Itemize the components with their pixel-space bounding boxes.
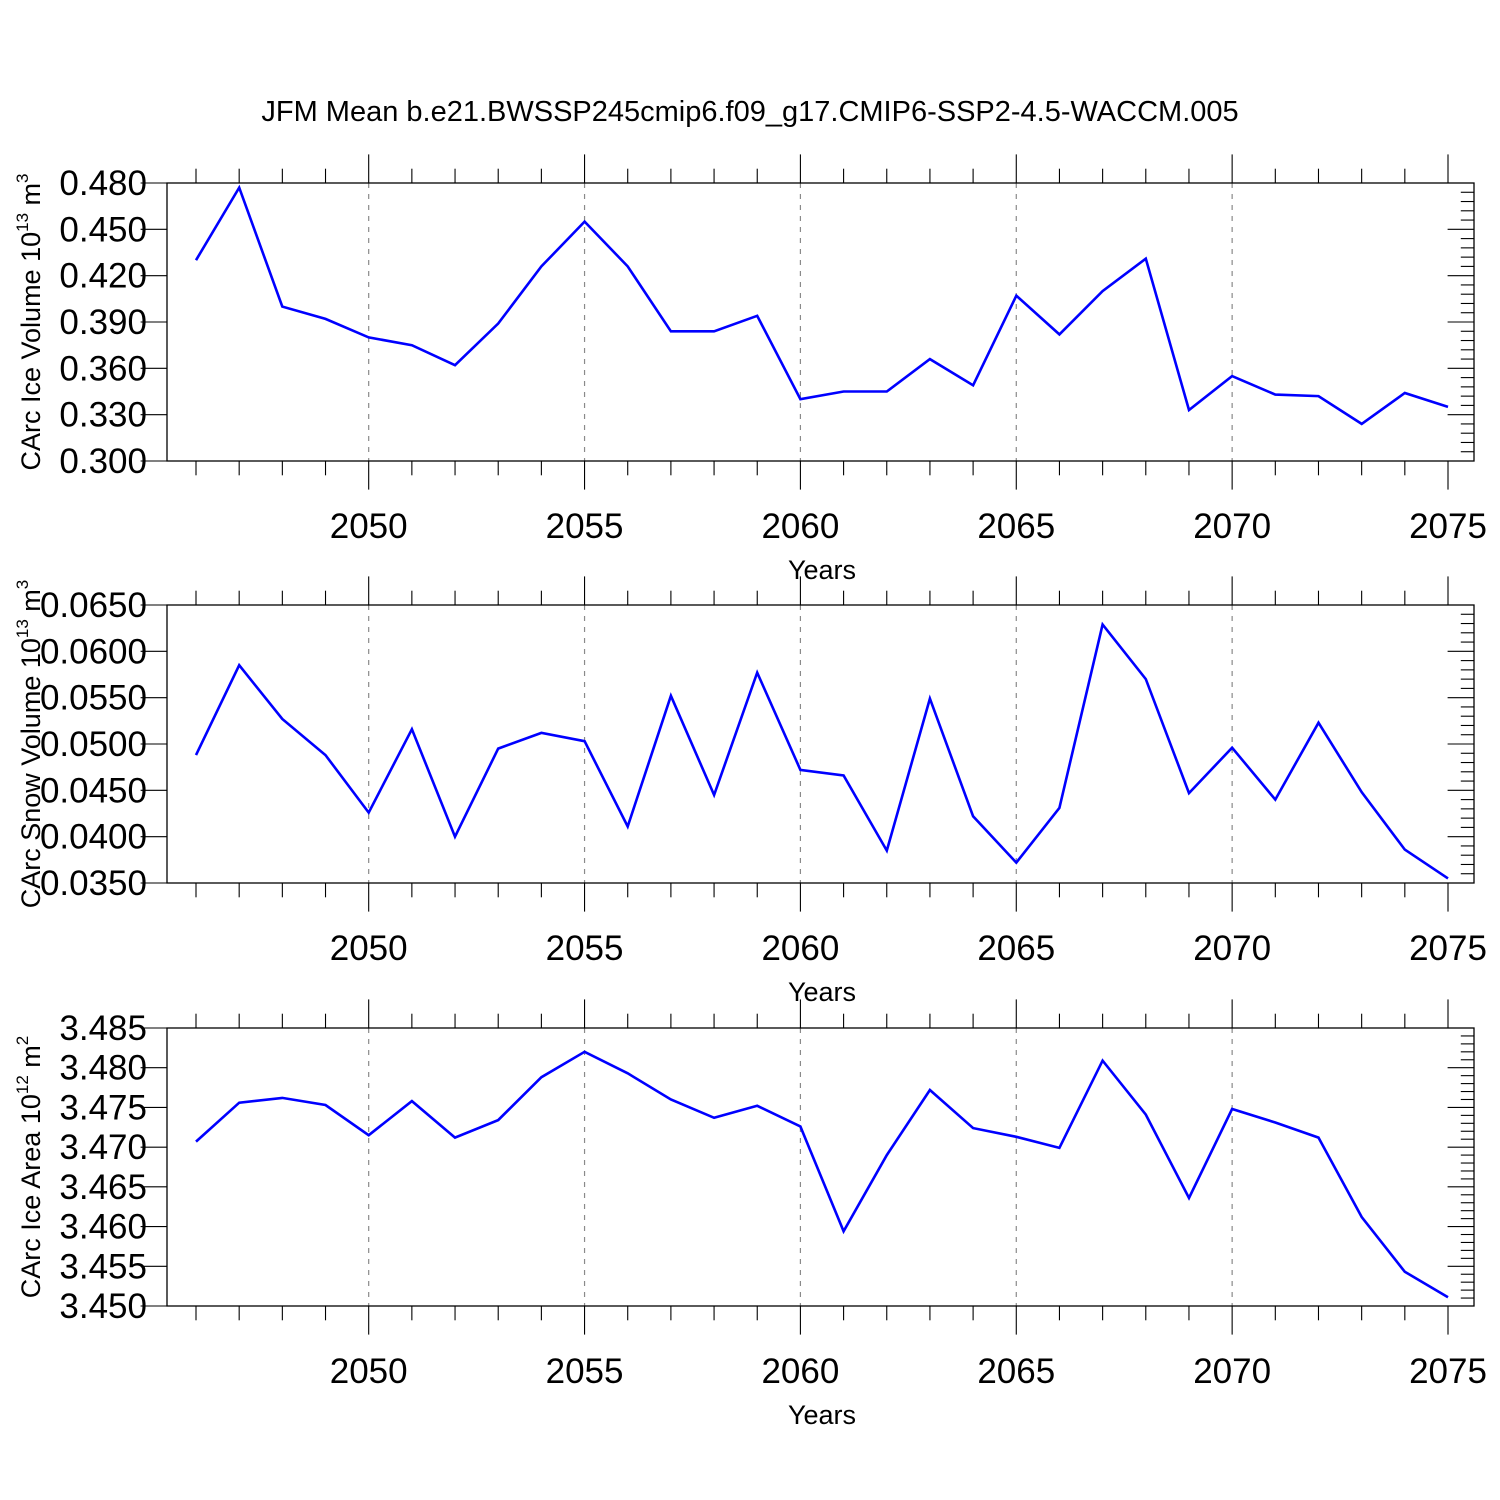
x-tick-label: 2065 <box>977 929 1055 968</box>
y-axis-title: CArc Snow Volume 1013 m3 <box>13 580 46 909</box>
y-tick-label: 0.420 <box>59 257 147 296</box>
y-tick-label: 0.480 <box>59 164 147 203</box>
x-tick-label: 2055 <box>546 929 624 968</box>
y-tick-label: 3.475 <box>59 1088 147 1127</box>
figure-title: JFM Mean b.e21.BWSSP245cmip6.f09_g17.CMI… <box>261 96 1238 128</box>
x-tick-label: 2075 <box>1409 1352 1487 1391</box>
x-axis-title: Years <box>788 1400 856 1430</box>
x-axis-title: Years <box>788 555 856 585</box>
x-tick-label: 2055 <box>546 1352 624 1391</box>
ice-volume-panel: 0.300 0.330 0.360 0.390 0.420 0.450 0.480 2050 2… <box>13 154 1487 585</box>
plot-frame <box>166 182 1475 462</box>
x-tick-label: 2070 <box>1193 929 1271 968</box>
ice-area-panel: 3.4503.4553.4603.4653.4703.4753.4803.485… <box>13 999 1487 1430</box>
x-tick-label: 2060 <box>761 929 839 968</box>
y-axis-title: CArc Ice Area 1012 m2 <box>13 1036 46 1299</box>
y-tick-label: 3.470 <box>59 1128 147 1167</box>
ice-area-series-line <box>195 1050 1449 1299</box>
snow-volume-series-line <box>194 621 1449 880</box>
snow-volume-panel: 0.0350 0.0400 0.0450 0.0500 0.0550 0.0600 0.06… <box>13 576 1487 1007</box>
y-tick-label: 0.0600 <box>40 632 147 671</box>
y-tick-label: 3.485 <box>59 1009 147 1048</box>
x-tick-label: 2050 <box>330 1352 408 1391</box>
y-tick-label: 0.390 <box>59 303 147 342</box>
y-tick-label: 3.460 <box>59 1208 147 1247</box>
x-tick-label: 2050 <box>330 929 408 968</box>
y-tick-label: 0.330 <box>59 396 147 435</box>
x-tick-label: 2070 <box>1193 507 1271 546</box>
x-tick-label: 2050 <box>330 507 408 546</box>
y-tick-label: 3.450 <box>59 1287 147 1326</box>
x-tick-label: 2055 <box>546 507 624 546</box>
y-tick-label: 3.455 <box>59 1247 147 1286</box>
y-tick-label: 3.480 <box>59 1049 147 1088</box>
plot-frame <box>166 1027 1475 1307</box>
y-tick-label: 0.0400 <box>40 818 147 857</box>
y-tick-label: 0.360 <box>59 349 147 388</box>
x-tick-label: 2075 <box>1409 929 1487 968</box>
y-axis-title: CArc Ice Volume 1013 m3 <box>13 173 46 470</box>
x-tick-label: 2075 <box>1409 507 1487 546</box>
plot-frame <box>166 604 1475 884</box>
x-tick-label: 2060 <box>761 507 839 546</box>
x-tick-label: 2065 <box>977 507 1055 546</box>
y-tick-label: 0.450 <box>59 210 147 249</box>
y-tick-label: 0.0500 <box>40 725 147 764</box>
ice-volume-series-line <box>194 184 1449 426</box>
y-tick-label: 0.0450 <box>40 771 147 810</box>
y-tick-label: 0.300 <box>59 442 147 481</box>
x-tick-label: 2060 <box>761 1352 839 1391</box>
y-tick-label: 0.0550 <box>40 679 147 718</box>
x-axis-title: Years <box>788 977 856 1007</box>
y-tick-label: 0.0650 <box>40 586 147 625</box>
x-tick-label: 2065 <box>977 1352 1055 1391</box>
y-tick-label: 3.465 <box>59 1168 147 1207</box>
x-tick-label: 2070 <box>1193 1352 1271 1391</box>
y-tick-label: 0.0350 <box>40 864 147 903</box>
